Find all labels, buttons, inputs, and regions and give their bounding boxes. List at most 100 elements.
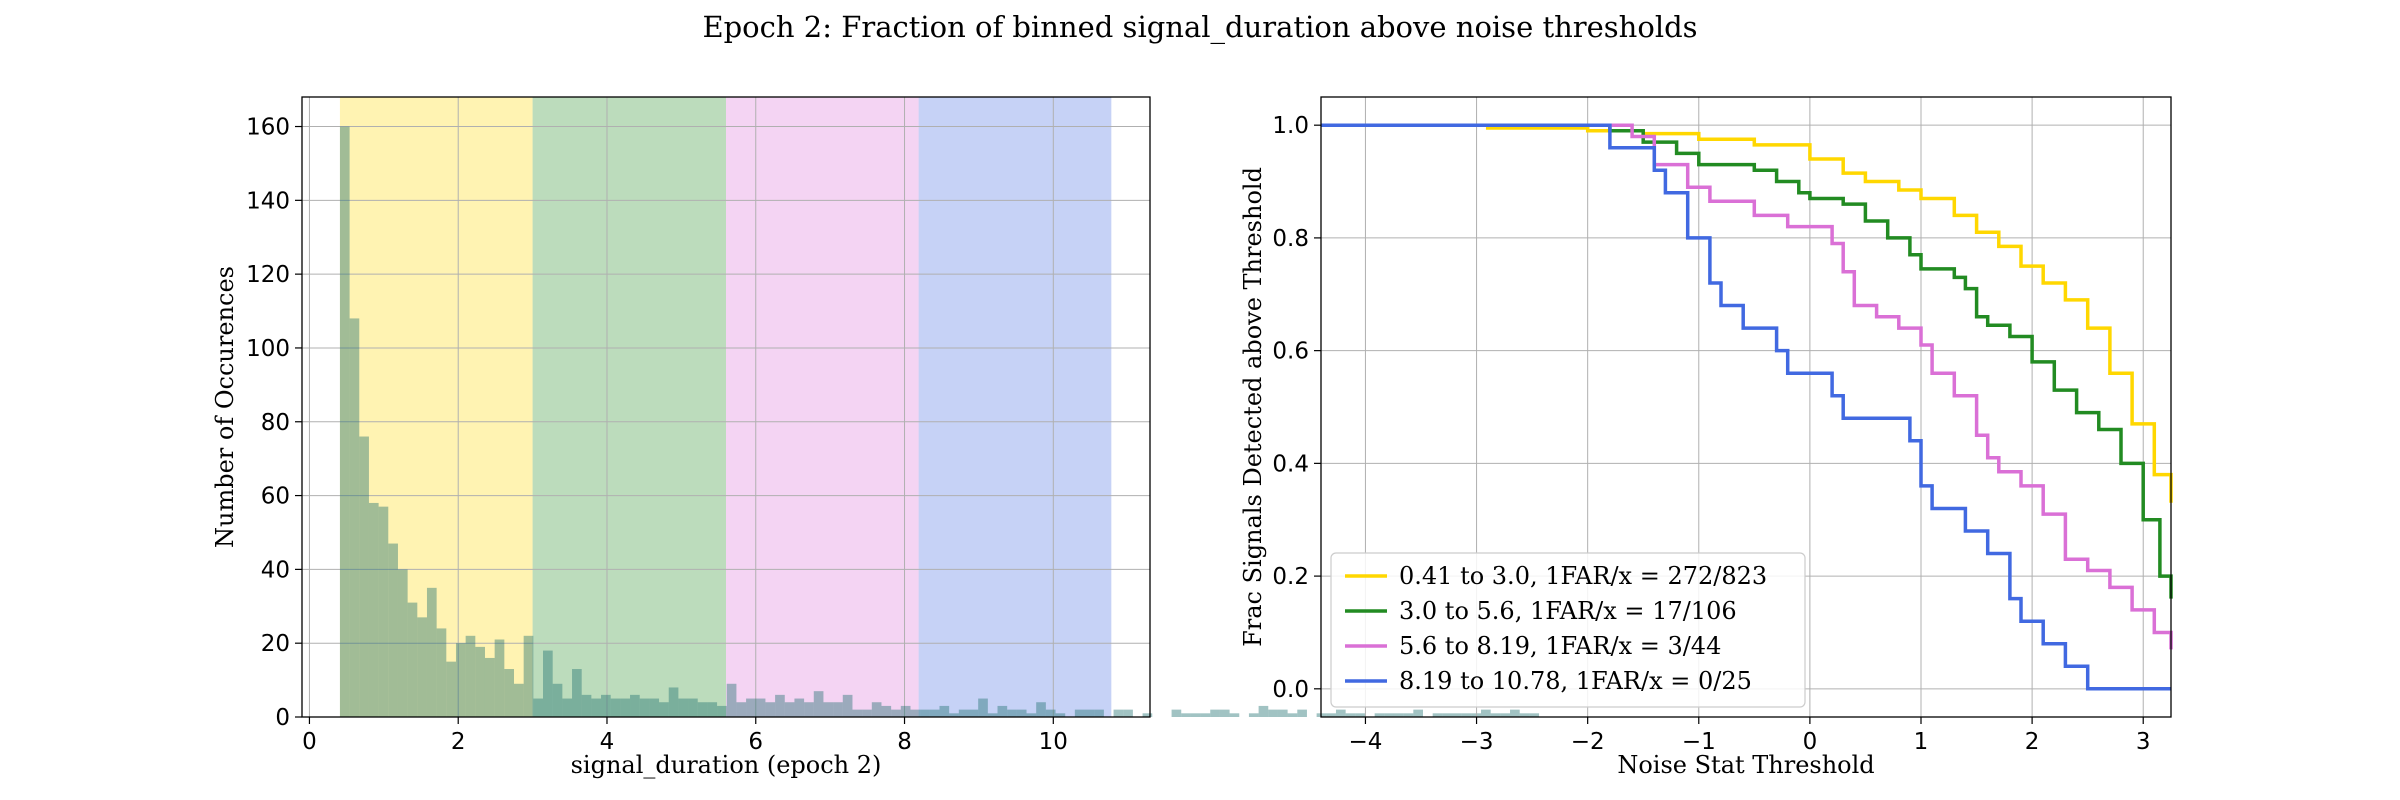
histogram-bar <box>484 657 495 717</box>
histogram-bar <box>349 318 360 717</box>
histogram-bar <box>978 698 988 717</box>
histogram-bar <box>929 709 940 717</box>
series-line-4 <box>1321 123 2171 691</box>
duration-bands <box>339 97 1112 717</box>
histogram-bar <box>1190 713 1201 717</box>
y-tick-label: 140 <box>246 188 290 214</box>
histogram-bar <box>1210 709 1220 717</box>
x-tick-label: −1 <box>1682 729 1716 755</box>
curve-frame <box>1320 96 2172 718</box>
histogram-bar <box>775 694 785 717</box>
histogram-bar <box>446 661 456 717</box>
histogram-bar <box>436 628 447 717</box>
histogram-bar <box>368 502 379 717</box>
histogram-bar <box>736 702 747 717</box>
series-line-1 <box>1321 123 2173 503</box>
histogram-bar <box>426 587 437 717</box>
histogram-bar <box>1287 713 1298 717</box>
x-tick-label: 0 <box>302 729 317 755</box>
legend-entry: 3.0 to 5.6, 1FAR/x = 17/106 <box>1399 597 1737 625</box>
histogram-bar <box>1084 709 1095 717</box>
x-tick-label: 2 <box>2025 729 2040 755</box>
histogram-bar <box>726 683 737 717</box>
histogram-bar <box>1200 713 1211 717</box>
histogram-bar <box>920 709 930 717</box>
curve-xlabel: Noise Stat Threshold <box>1617 751 1874 779</box>
x-tick-label: 4 <box>600 729 615 755</box>
x-tick-label: 6 <box>748 729 763 755</box>
histogram-bar <box>900 705 911 717</box>
histogram-bar <box>620 698 631 717</box>
histogram-bar <box>717 705 727 717</box>
y-tick-label: 100 <box>246 336 290 362</box>
histogram-bar <box>813 691 824 717</box>
histogram-bar <box>987 713 998 717</box>
histogram-bar <box>407 602 418 717</box>
histogram-bar <box>765 702 776 717</box>
histogram-bar <box>949 713 959 717</box>
histogram-bar <box>659 702 669 717</box>
histogram-bar <box>630 694 640 717</box>
histogram-frame <box>301 96 1151 718</box>
histogram-bar <box>804 702 814 717</box>
histogram-bar <box>1123 709 1133 717</box>
histogram-bar <box>1248 713 1259 717</box>
series-line-3 <box>1321 123 2173 650</box>
y-tick-label: 0.0 <box>1272 677 1309 703</box>
y-tick-label: 160 <box>246 115 290 141</box>
histogram-bar <box>572 669 582 717</box>
histogram-bar <box>475 646 485 717</box>
histogram-ylabel: Number of Occurences <box>211 266 239 548</box>
y-tick-label: 0.8 <box>1272 226 1309 252</box>
histogram-bar <box>1055 713 1066 717</box>
histogram-bar <box>968 709 979 717</box>
histogram-bar <box>1142 713 1153 717</box>
figure-suptitle: Epoch 2: Fraction of binned signal_durat… <box>702 10 1697 45</box>
histogram-bar <box>1045 709 1056 717</box>
histogram-bar <box>842 694 853 717</box>
histogram-bar <box>707 702 718 717</box>
histogram-bar <box>1258 705 1269 717</box>
histogram-bar <box>1219 709 1230 717</box>
curve-ticks: −4 −3 −2 −1 0 1 2 3 0.0 0.2 0.4 0.6 0.8 1.0 <box>1272 113 2150 755</box>
histogram-bar <box>397 569 408 717</box>
x-tick-label: −2 <box>1571 729 1605 755</box>
histogram-bar <box>688 698 698 717</box>
x-tick-label: 1 <box>1914 729 1929 755</box>
series-line-2 <box>1321 123 2173 599</box>
histogram-bar <box>1452 713 1462 717</box>
histogram-bar <box>1393 713 1404 717</box>
legend-box <box>1330 552 1806 708</box>
histogram-bar <box>552 683 563 717</box>
y-tick-label: 0.2 <box>1272 564 1309 590</box>
histogram-bar <box>1413 709 1423 717</box>
histogram-bar <box>639 698 650 717</box>
histogram-bar <box>339 126 350 718</box>
histogram-bar <box>1113 709 1124 717</box>
histogram-bar <box>1442 713 1453 717</box>
x-tick-label: 3 <box>2136 729 2151 755</box>
histogram-bar <box>910 709 921 717</box>
histogram-bar <box>388 543 398 717</box>
legend-entry: 5.6 to 8.19, 1FAR/x = 3/44 <box>1399 632 1721 660</box>
legend-entry: 0.41 to 3.0, 1FAR/x = 272/823 <box>1399 562 1767 590</box>
histogram-bar <box>1403 713 1414 717</box>
histogram-bar <box>1268 709 1278 717</box>
histogram-bar <box>1074 709 1085 717</box>
histogram-bar <box>1374 713 1385 717</box>
histogram-bar <box>1432 713 1443 717</box>
histogram-bar <box>1036 702 1046 717</box>
histogram-bar <box>891 709 901 717</box>
histogram-bar <box>881 705 892 717</box>
histogram-bar <box>823 702 834 717</box>
histogram-bar <box>833 702 843 717</box>
y-tick-label: 120 <box>246 262 290 288</box>
x-tick-label: −3 <box>1460 729 1494 755</box>
histogram-bar <box>1519 713 1530 717</box>
histogram-bar <box>958 709 969 717</box>
histogram-bar <box>871 702 882 717</box>
histogram-bar <box>678 698 689 717</box>
duration-band <box>726 97 919 717</box>
y-tick-label: 20 <box>261 631 290 657</box>
